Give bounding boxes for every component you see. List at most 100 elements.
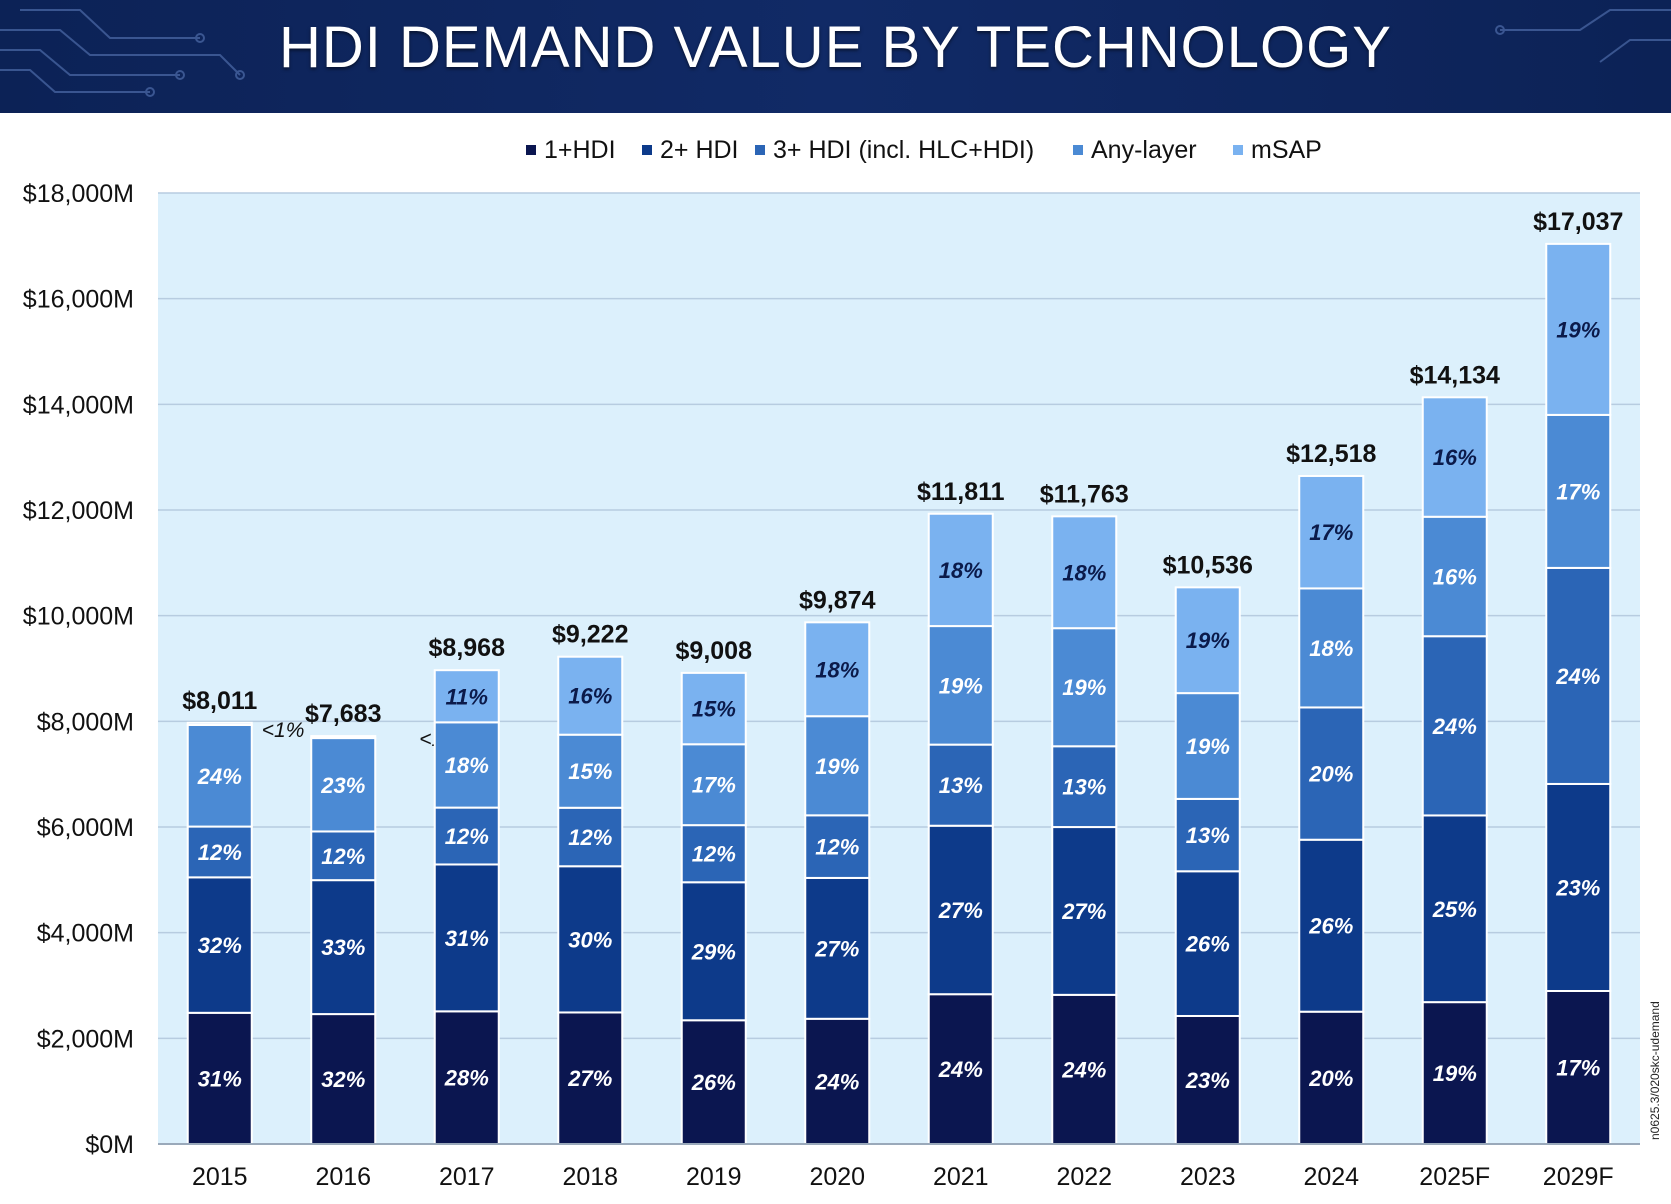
bar-segment [1174, 586, 1241, 695]
x-tick-label: 2023 [1180, 1163, 1236, 1191]
x-tick-label: 2017 [439, 1163, 495, 1191]
bar-segment [804, 621, 871, 718]
total-value-label: $8,968 [429, 634, 506, 662]
segment-percent-label: 12% [321, 844, 365, 869]
bar-segment [804, 876, 871, 1020]
x-tick-label: 2019 [686, 1163, 742, 1191]
segment-percent-label: 16% [1433, 564, 1477, 589]
segment-percent-label: 32% [198, 933, 242, 958]
y-tick-label: $6,000M [37, 814, 134, 842]
legend-label: 3+ HDI (incl. HLC+HDI) [773, 136, 1034, 164]
bar-segment [1421, 635, 1488, 817]
legend-label: Any-layer [1091, 136, 1197, 164]
bar-segment [804, 1017, 871, 1145]
segment-percent-label: 19% [1186, 734, 1230, 759]
total-value-label: $9,874 [799, 586, 876, 614]
bar-segment [433, 1010, 500, 1146]
x-tick-label: 2020 [809, 1163, 865, 1191]
y-tick-label: $18,000M [23, 180, 134, 208]
bar-segment [927, 512, 994, 628]
segment-percent-label: 11% [446, 684, 488, 709]
segment-percent-label: 23% [320, 773, 365, 798]
bar-segment [927, 824, 994, 996]
segment-percent-label: 33% [321, 935, 365, 960]
x-tick-label: 2016 [315, 1163, 371, 1191]
segment-percent-label: 18% [1309, 636, 1353, 661]
segment-percent-label: 29% [691, 939, 736, 964]
legend-label: 2+ HDI [660, 136, 739, 164]
bar-segment [1051, 993, 1118, 1145]
bar-segment [1298, 706, 1365, 841]
segment-percent-label: 16% [568, 684, 612, 709]
total-value-label: $17,037 [1533, 208, 1623, 236]
bar-segment [680, 881, 747, 1022]
bar-segment [680, 824, 747, 884]
bar-segment [310, 1013, 377, 1145]
segment-percent-label: 19% [939, 673, 983, 698]
segment-percent-label: 31% [445, 926, 489, 951]
segment-percent-label: 19% [1433, 1061, 1477, 1086]
segment-percent-label: 25% [1432, 897, 1477, 922]
bar-segment [557, 733, 624, 809]
bar-segment [1298, 838, 1365, 1013]
page-title: HDI DEMAND VALUE BY TECHNOLOGY [279, 15, 1392, 80]
segment-percent-label: 19% [1186, 628, 1230, 653]
segment-percent-label: 30% [568, 927, 612, 952]
segment-percent-label: 18% [445, 753, 489, 778]
y-tick-label: $8,000M [37, 708, 134, 736]
total-value-label: $10,536 [1163, 551, 1253, 579]
total-value-label: $9,222 [552, 621, 628, 649]
bar-segment [186, 876, 253, 1014]
legend-swatch [1233, 145, 1243, 155]
segment-percent-label: 27% [814, 936, 859, 961]
y-tick-label: $14,000M [23, 391, 134, 419]
y-tick-label: $10,000M [23, 603, 134, 631]
bar-segment [557, 1011, 624, 1145]
segment-percent-label: 23% [1185, 1068, 1230, 1093]
circuit-decoration-icon [0, 9, 1671, 97]
y-tick-label: $4,000M [37, 920, 134, 948]
segment-percent-label: 12% [692, 842, 736, 867]
segment-percent-label: 17% [1556, 479, 1600, 504]
total-value-label: $11,763 [1040, 480, 1129, 508]
segment-percent-label: 24% [197, 764, 242, 789]
bar-segment [1545, 989, 1612, 1146]
title-banner: HDI DEMAND VALUE BY TECHNOLOGY [0, 0, 1671, 113]
bar-segment [433, 863, 500, 1013]
total-value-label: $12,518 [1286, 440, 1376, 468]
bar-segment [186, 1011, 253, 1145]
bar-segment [1421, 1001, 1488, 1146]
total-value-label: $11,811 [917, 478, 1005, 506]
segment-percent-label: 24% [814, 1069, 859, 1094]
bar-segment [433, 669, 500, 724]
segment-percent-label: 17% [1309, 520, 1353, 545]
x-tick-label: 2015 [192, 1163, 248, 1191]
segment-percent-label: 19% [815, 754, 859, 779]
y-tick-label: $12,000M [23, 497, 134, 525]
segment-percent-label: 12% [815, 835, 859, 860]
legend-swatch [755, 145, 765, 155]
segment-percent-label: 28% [444, 1066, 489, 1091]
segment-percent-label: 23% [1555, 875, 1600, 900]
segment-percent-label: 26% [1308, 914, 1353, 939]
segment-percent-label: 15% [692, 697, 736, 722]
segment-percent-label: 15% [568, 759, 612, 784]
x-tick-label: 2021 [933, 1163, 989, 1191]
bar-segment [1421, 515, 1488, 638]
segment-percent-label: 12% [445, 824, 489, 849]
x-tick-label: 2018 [562, 1163, 618, 1191]
x-tick-label: 2024 [1303, 1163, 1359, 1191]
bar-segment [310, 879, 377, 1016]
segment-percent-label: 32% [321, 1067, 365, 1092]
bar-segment [186, 723, 253, 828]
segment-percent-label: 13% [1062, 775, 1106, 800]
segment-percent-label: 18% [939, 558, 983, 583]
segment-percent-label: 13% [1186, 823, 1230, 848]
bar-segment [1545, 242, 1612, 416]
bar-segment [1174, 692, 1241, 800]
bar-segment [804, 814, 871, 879]
legend-swatch [642, 145, 652, 155]
segment-percent-label: 31% [198, 1066, 242, 1091]
bar-segment [1545, 782, 1612, 992]
stacked-bar-chart: $0M $2,000M $4,000M $6,000M $8,000M $10,000M $… [23, 136, 1640, 1191]
